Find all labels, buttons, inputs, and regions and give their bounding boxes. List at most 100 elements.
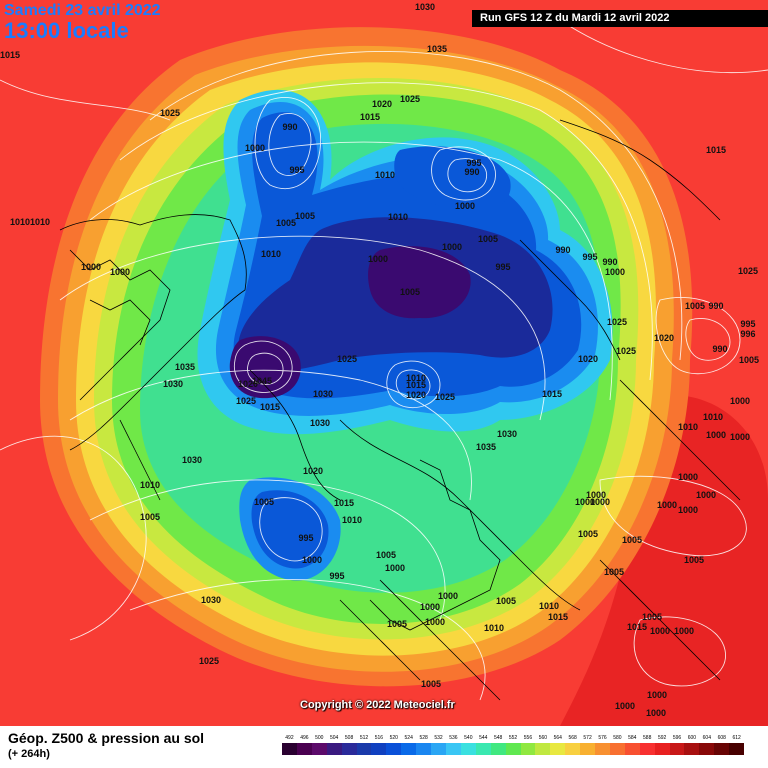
isobar-label: 1005 <box>685 301 705 311</box>
isobar-label: 1000 <box>706 430 726 440</box>
isobar-label: 995 <box>329 571 344 581</box>
scale-label: 500 <box>315 735 324 741</box>
scale-swatch <box>654 743 670 755</box>
scale-label: 520 <box>389 735 398 741</box>
isobar-label: 1010 <box>406 373 426 383</box>
isobar-label: 1000 <box>425 617 445 627</box>
deep-blue-lobe-atlantic <box>251 490 329 569</box>
isobar-label: 996 <box>740 329 755 339</box>
scale-label: 568 <box>568 735 577 741</box>
legend-title: Géop. Z500 & pression au sol <box>8 730 205 746</box>
isobar-label: 1020 <box>654 333 674 343</box>
isobar-label: 1005 <box>739 355 759 365</box>
scale-label: 556 <box>523 735 533 741</box>
isobar-label: 1030 <box>201 595 221 605</box>
scale-label: 604 <box>702 735 711 741</box>
scale-swatch <box>684 743 700 755</box>
isobar-label: 1015 <box>542 389 562 399</box>
isobar-label: 1020 <box>372 99 392 109</box>
isobar-label: 1030 <box>497 429 517 439</box>
scale-bar <box>282 743 745 755</box>
isobar-label: 1000 <box>302 555 322 565</box>
forecast-date: Samedi 23 avril 2022 <box>4 2 161 19</box>
isobar-label: 1005 <box>400 287 420 297</box>
isobar-label: 1005 <box>140 512 160 522</box>
scale-swatch <box>416 743 432 755</box>
scale-label: 612 <box>732 735 741 741</box>
scale-label: 540 <box>464 735 473 741</box>
scale-label: 588 <box>643 735 652 741</box>
isobar-label: 1010 <box>703 412 723 422</box>
isobar-label: 1005 <box>387 619 407 629</box>
isobar-label: 1000 <box>420 602 440 612</box>
isobar-label: 1000 <box>730 396 750 406</box>
scale-swatch <box>639 743 655 755</box>
scale-swatch <box>714 743 730 755</box>
isobar-label: 1020 <box>578 354 598 364</box>
geopotential-map: 1030 1035 1025 1020 1015 1025 990 1000 995 995 990… <box>0 0 768 726</box>
scale-label: 560 <box>538 735 548 741</box>
scale-swatch <box>520 743 536 755</box>
isobar-label: 1005 <box>254 497 274 507</box>
isobar-label: 1020 <box>303 466 323 476</box>
scale-swatch <box>431 743 446 755</box>
scale-swatch <box>490 743 506 755</box>
isobar-label: 1000 <box>646 708 666 718</box>
isobar-label: 1035 <box>175 362 195 372</box>
isobar-label: 1025 <box>160 108 180 118</box>
isobar-label: 1000 <box>590 497 610 507</box>
coastlines <box>59 119 741 701</box>
scale-label: 496 <box>300 735 309 741</box>
purple-core-west <box>229 336 301 399</box>
isobar-label: 1025 <box>199 656 219 666</box>
scale-swatch <box>460 743 476 755</box>
scale-swatch <box>669 743 685 755</box>
isobar-label: 1000 <box>678 505 698 515</box>
scale-swatch <box>609 743 625 755</box>
scale-label: 548 <box>493 735 503 741</box>
isobar-label: 1000 <box>81 262 101 272</box>
isobar-label: 1035 <box>476 442 496 452</box>
isobar-label: 1000 <box>730 432 750 442</box>
isobar-label: 1005 <box>376 550 396 560</box>
isobar-label: 1010 <box>342 515 362 525</box>
isobar-label: 1000 <box>438 591 458 601</box>
scale-label: 584 <box>628 735 637 741</box>
scale-swatch <box>282 743 297 755</box>
isobar-label: 995 <box>582 252 597 262</box>
isobar-label: 1005 <box>604 567 624 577</box>
isobar-label: 1045 <box>252 376 272 386</box>
scale-label: 532 <box>434 735 443 741</box>
isobar-label: 1015 <box>406 380 426 390</box>
isobar-label: 1000 <box>455 201 475 211</box>
isobar-label: 995 <box>740 319 755 329</box>
isobar-label: 1020 <box>238 379 258 389</box>
isobar-label: 1025 <box>435 392 455 402</box>
isobar-label: 1000 <box>657 500 677 510</box>
isobar-label: 1025 <box>337 354 357 364</box>
isobar-label: 1005 <box>276 218 296 228</box>
legend-forecast-hour: (+ 264h) <box>8 748 50 760</box>
isobar-label: 995 <box>289 165 304 175</box>
isobar-label: 1000 <box>615 701 635 711</box>
isobar-label: 1015 <box>260 402 280 412</box>
isobar-label: 1005 <box>478 234 498 244</box>
isobar-label: 1005 <box>295 211 315 221</box>
scale-swatch <box>296 743 312 755</box>
scale-swatch <box>550 743 566 755</box>
isobar-label: 1005 <box>578 529 598 539</box>
isobar-label: 990 <box>712 344 727 354</box>
isobar-label: 990 <box>464 167 479 177</box>
isobar-label: 1000 <box>110 267 130 277</box>
isobar-label: 1005 <box>622 535 642 545</box>
isobar-label: 1000 <box>674 626 694 636</box>
isobar-label: 1000 <box>650 626 670 636</box>
forecast-time: 13:00 locale <box>4 18 129 43</box>
isobar-label: 1025 <box>400 94 420 104</box>
scale-label: 528 <box>419 735 428 741</box>
isobar-label: 1015 <box>0 50 20 60</box>
scale-swatch <box>729 743 745 755</box>
scale-label: 524 <box>404 735 413 741</box>
isobar-label: 1005 <box>496 596 516 606</box>
